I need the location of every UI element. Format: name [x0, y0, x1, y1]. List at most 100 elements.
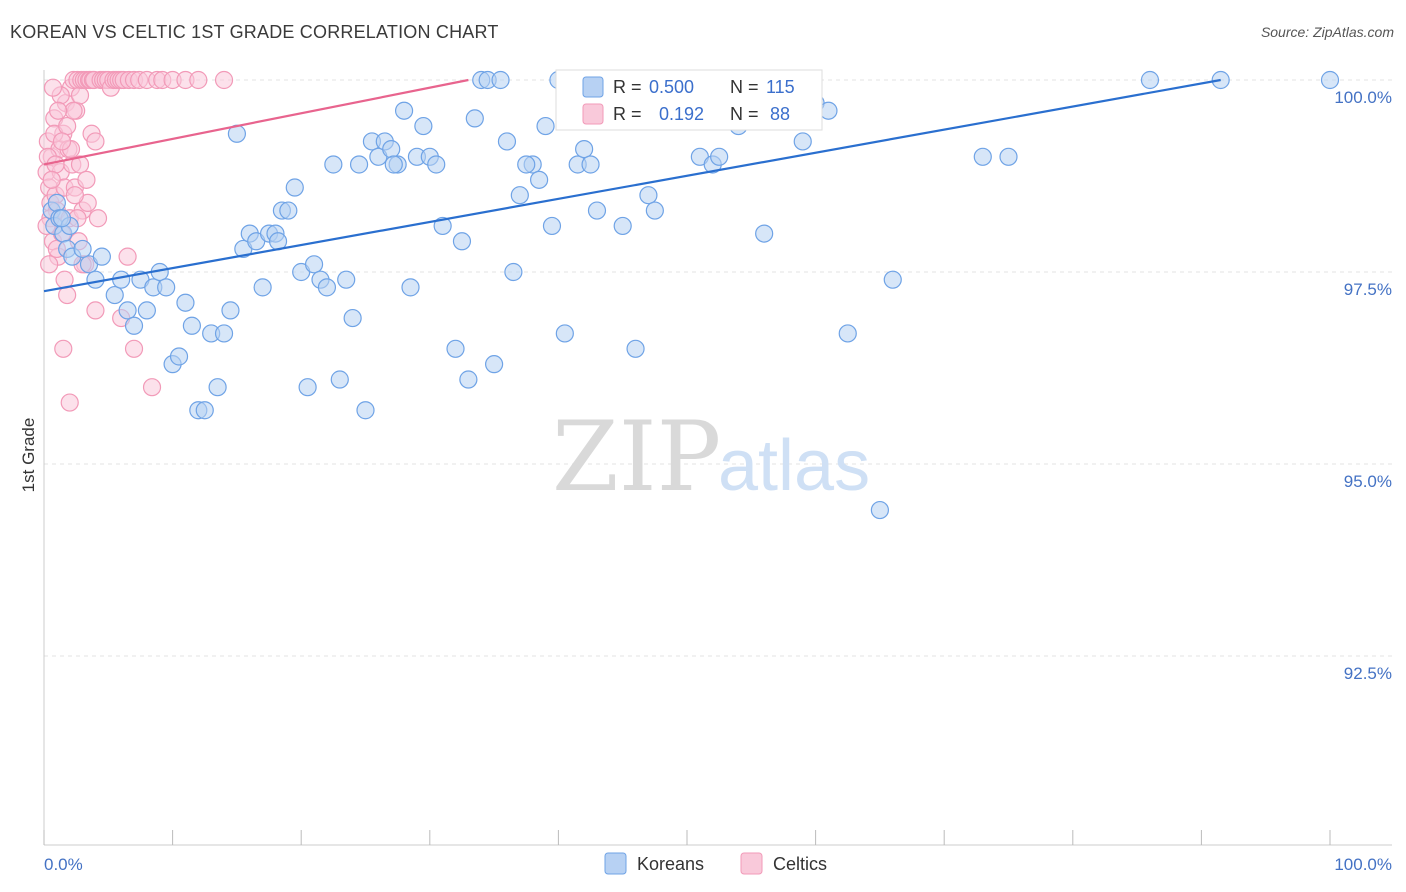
- y-tick-label-1: 97.5%: [1344, 280, 1392, 299]
- legend: R = 0.500 N = 115 R = 0.192 N = 88: [555, 69, 823, 131]
- koreans-point-23: [182, 316, 201, 335]
- x-tick-label-0: 0.0%: [44, 855, 83, 874]
- celtics-point-60: [214, 70, 234, 90]
- celtics-point-75: [70, 155, 90, 174]
- koreans-point-22: [176, 293, 195, 312]
- koreans-point-25: [195, 401, 214, 420]
- koreans-point-13: [118, 301, 137, 320]
- koreans-point-12: [112, 270, 131, 289]
- celtics-point-63: [54, 339, 73, 358]
- x-tick-label-1: 100.0%: [1334, 855, 1392, 874]
- watermark-zip: ZIP: [552, 401, 721, 513]
- koreans-point-14: [124, 316, 144, 335]
- koreans-point-28: [214, 324, 234, 343]
- celtics-point-54: [142, 378, 162, 397]
- bottom-legend-swatch-celtics: [740, 852, 763, 875]
- y-tick-label-0: 100.0%: [1334, 88, 1392, 107]
- legend-swatch-celtics: [582, 103, 604, 125]
- koreans-point-71: [497, 132, 517, 151]
- legend-n-label-celtics: N =: [730, 104, 759, 124]
- celtics-point-64: [60, 393, 79, 412]
- celtics-point-77: [40, 255, 59, 274]
- celtics-point-76: [77, 170, 96, 189]
- koreans-point-50: [356, 401, 375, 420]
- koreans-point-75: [530, 170, 549, 189]
- koreans-point-104: [883, 270, 902, 289]
- celtics-point-26: [70, 86, 90, 105]
- legend-r-value-koreans: 0.500: [649, 77, 694, 97]
- koreans-point-101: [819, 101, 838, 120]
- koreans-point-46: [330, 370, 349, 389]
- koreans-point-29: [221, 301, 240, 320]
- koreans-point-69: [485, 355, 504, 374]
- x-tick-marks: [43, 830, 1331, 845]
- koreans-point-103: [870, 500, 890, 520]
- koreans-point-109: [1320, 70, 1340, 90]
- koreans-point-83: [581, 155, 600, 174]
- koreans-point-102: [838, 324, 857, 343]
- koreans-point-76: [536, 116, 555, 136]
- koreans-point-45: [324, 155, 343, 174]
- koreans-point-39: [285, 178, 304, 197]
- koreans-trend-line: [43, 78, 1221, 293]
- koreans-point-19: [157, 278, 176, 297]
- koreans-point-16: [137, 301, 156, 320]
- koreans-point-42: [304, 255, 324, 274]
- koreans-point-96: [755, 224, 774, 243]
- bottom-legend-swatch-koreans: [604, 852, 627, 875]
- celtics-point-73: [58, 116, 77, 136]
- koreans-point-72: [504, 262, 523, 282]
- koreans-point-87: [639, 186, 658, 205]
- koreans-point-54: [382, 140, 401, 159]
- koreans-point-107: [1140, 70, 1160, 90]
- y-tick-labels: 100.0% 97.5% 95.0% 92.5%: [1334, 88, 1392, 683]
- legend-r-label-koreans: R =: [613, 77, 642, 97]
- celtics-point-82: [49, 101, 68, 120]
- koreans-point-99: [793, 132, 812, 151]
- legend-swatch-koreans: [582, 76, 604, 98]
- koreans-point-84: [587, 201, 607, 220]
- watermark: ZIP atlas: [552, 401, 870, 513]
- koreans-point-113: [384, 155, 403, 174]
- koreans-point-27: [208, 378, 227, 397]
- koreans-points: [42, 70, 1340, 520]
- koreans-point-73: [510, 186, 529, 205]
- koreans-point-34: [253, 278, 272, 297]
- bottom-legend-label-celtics: Celtics: [773, 854, 827, 874]
- koreans-point-65: [459, 370, 478, 389]
- celtics-trend-line: [43, 78, 469, 166]
- celtics-point-87: [65, 186, 84, 205]
- koreans-point-38: [279, 201, 298, 220]
- koreans-point-59: [414, 116, 433, 136]
- trend-lines: [43, 78, 1221, 293]
- koreans-point-57: [401, 278, 420, 297]
- koreans-point-48: [343, 308, 362, 328]
- y-tick-label-2: 95.0%: [1344, 472, 1392, 491]
- celtics-point-39: [88, 209, 108, 228]
- koreans-point-114: [517, 155, 536, 174]
- koreans-point-56: [394, 101, 414, 120]
- koreans-point-86: [626, 339, 645, 358]
- koreans-point-105: [973, 147, 992, 166]
- koreans-point-64: [452, 232, 472, 251]
- source-label: Source: ZipAtlas.com: [1260, 24, 1394, 40]
- celtics-point-74: [64, 101, 83, 120]
- koreans-point-49: [349, 155, 369, 174]
- koreans-point-85: [613, 216, 632, 236]
- y-tick-label-3: 92.5%: [1344, 664, 1392, 683]
- koreans-point-61: [427, 155, 446, 174]
- koreans-point-70: [491, 70, 510, 90]
- koreans-point-111: [73, 239, 92, 259]
- koreans-point-110: [52, 209, 72, 228]
- koreans-point-82: [575, 140, 594, 159]
- koreans-point-66: [465, 109, 484, 128]
- celtics-point-69: [124, 339, 144, 358]
- koreans-point-88: [645, 201, 664, 220]
- celtics-point-85: [43, 78, 63, 97]
- celtics-point-81: [42, 170, 61, 189]
- koreans-point-47: [337, 270, 356, 289]
- celtics-point-66: [86, 301, 105, 320]
- legend-r-value-celtics: 0.192: [659, 104, 704, 124]
- legend-n-value-koreans: 115: [766, 77, 795, 97]
